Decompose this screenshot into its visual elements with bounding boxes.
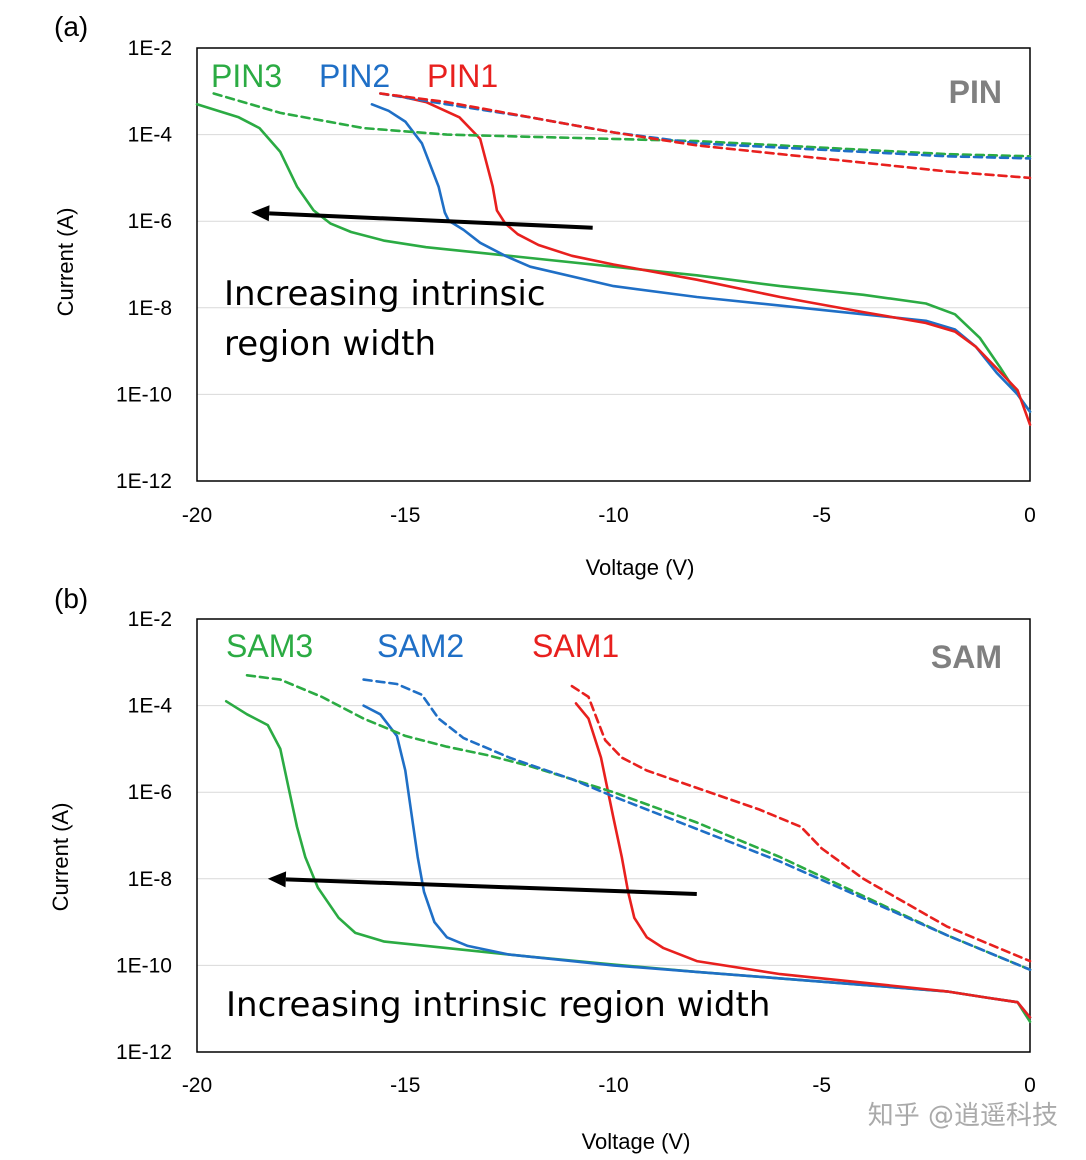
x-axis-label-b: Voltage (V): [582, 1129, 691, 1154]
plot-frame-b: [196, 618, 1031, 1053]
x-tick-label-b-3: -5: [812, 1074, 831, 1097]
x-tick-label-a-3: -5: [812, 504, 831, 527]
series-pin1-dashed: [378, 92, 1032, 180]
legend-pin2: PIN2: [319, 58, 390, 94]
x-tick-label-a-1: -15: [390, 504, 420, 527]
y-tick-label-a-4: 1E-4: [128, 124, 173, 147]
panel-label-a: (a): [54, 11, 88, 42]
legend-sam3: SAM3: [226, 628, 313, 664]
x-axis-label-a: Voltage (V): [586, 555, 695, 580]
annotation-a-line1: Increasing intrinsic: [224, 274, 546, 314]
legend-sam1: SAM1: [532, 628, 619, 664]
series-sam2-solid: [362, 704, 1032, 1019]
y-tick-label-b-2: 1E-8: [128, 868, 172, 891]
series-pin1-solid: [395, 94, 1032, 427]
x-tick-label-a-2: -10: [598, 504, 628, 527]
series-sam3-dashed: [245, 673, 1032, 972]
x-tick-label-a-0: -20: [182, 504, 212, 527]
x-tick-label-b-1: -15: [390, 1074, 420, 1097]
device-label-pin: PIN: [949, 74, 1002, 110]
device-label-sam: SAM: [931, 639, 1002, 675]
series-sam3-solid: [224, 699, 1032, 1024]
legend-pin1: PIN1: [427, 58, 498, 94]
y-tick-label-b-4: 1E-4: [128, 695, 173, 718]
y-tick-label-b-1: 1E-10: [116, 954, 172, 977]
y-tick-label-a-0: 1E-12: [116, 470, 172, 493]
series-pin2-solid: [370, 103, 1032, 414]
y-tick-label-a-1: 1E-10: [116, 383, 172, 406]
y-tick-label-a-2: 1E-8: [128, 297, 172, 320]
y-tick-label-a-5: 1E-2: [128, 37, 172, 60]
arrow-head-b: [267, 871, 287, 888]
plot-frame-a: [196, 47, 1031, 482]
series-sam2-dashed: [362, 678, 1032, 972]
series-pin2-dashed: [378, 92, 1032, 160]
y-axis-label-b: Current (A): [48, 803, 73, 912]
y-axis-label-a: Current (A): [53, 208, 78, 317]
x-tick-label-b-4: 0: [1024, 1074, 1036, 1097]
annotation-a: Increasing intrinsic region width: [224, 274, 556, 364]
series-pin3-solid: [195, 103, 1032, 414]
series-sam1-dashed: [570, 684, 1032, 963]
panel-label-b: (b): [54, 583, 88, 614]
y-tick-label-a-3: 1E-6: [128, 210, 172, 233]
arrow-head-a: [251, 205, 270, 222]
annotation-a-line2: region width: [224, 324, 436, 364]
arrow-shaft-b: [285, 877, 697, 896]
series-pin3-dashed: [212, 92, 1032, 158]
annotation-b: Increasing intrinsic region width: [226, 985, 770, 1025]
arrow-shaft-a: [269, 211, 593, 230]
y-tick-label-b-0: 1E-12: [116, 1041, 172, 1064]
y-tick-label-b-5: 1E-2: [128, 608, 172, 631]
x-tick-label-b-2: -10: [598, 1074, 628, 1097]
y-tick-label-b-3: 1E-6: [128, 781, 172, 804]
x-tick-label-a-4: 0: [1024, 504, 1036, 527]
series-sam1-solid: [574, 702, 1032, 1019]
legend-pin3: PIN3: [211, 58, 282, 94]
x-tick-label-b-0: -20: [182, 1074, 212, 1097]
legend-sam2: SAM2: [377, 628, 464, 664]
watermark: 知乎 @逍遥科技: [868, 1101, 1058, 1131]
